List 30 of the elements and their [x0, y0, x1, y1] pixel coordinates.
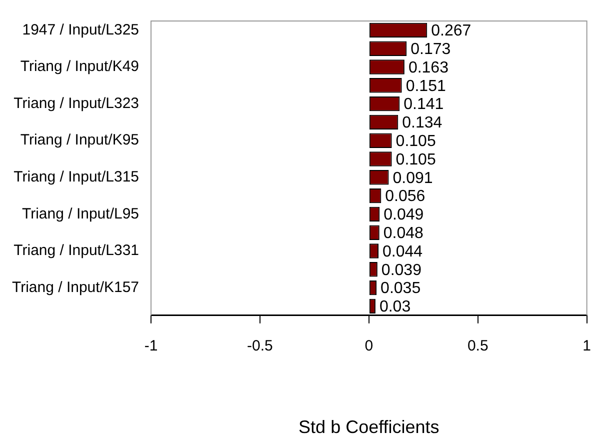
x-tick-label: 1 — [582, 338, 591, 355]
y-tick-label: Triang / Input/L323 — [14, 94, 140, 112]
data-label: 0.267 — [431, 22, 472, 40]
data-label: 0.049 — [384, 206, 424, 224]
y-tick-label: Triang / Input/L315 — [14, 168, 140, 186]
data-label: 0.056 — [385, 188, 426, 206]
data-label: 0.048 — [383, 225, 424, 242]
data-label: 0.105 — [396, 151, 436, 168]
data-label: 0.03 — [379, 298, 411, 316]
data-label: 0.163 — [408, 59, 449, 76]
y-tick-label: Triang / Input/L331 — [14, 242, 140, 260]
data-label: 0.039 — [381, 262, 422, 279]
data-label: 0.105 — [396, 133, 436, 150]
x-tick-label: -1 — [144, 338, 158, 355]
x-tick-label: 0.5 — [467, 338, 488, 355]
x-axis-title: Std b Coefficients — [298, 417, 440, 438]
data-label: 0.091 — [392, 170, 433, 187]
data-label: 0.044 — [382, 243, 423, 260]
x-tick-label: 0 — [364, 338, 374, 355]
data-label: 0.173 — [410, 41, 451, 58]
y-tick-label: Triang / Input/L95 — [22, 205, 140, 222]
y-tick-label: Triang / Input/K157 — [12, 278, 140, 296]
y-tick-label: 1947 / Input/L325 — [22, 21, 140, 38]
x-tick-label: -0.5 — [247, 338, 273, 355]
y-tick-label: Triang / Input/K49 — [20, 58, 140, 76]
data-label: 0.151 — [406, 78, 446, 95]
y-tick-label: Triang / Input/K95 — [20, 132, 140, 149]
data-label: 0.035 — [380, 280, 421, 298]
data-label: 0.134 — [402, 114, 442, 132]
data-label: 0.141 — [404, 96, 444, 114]
